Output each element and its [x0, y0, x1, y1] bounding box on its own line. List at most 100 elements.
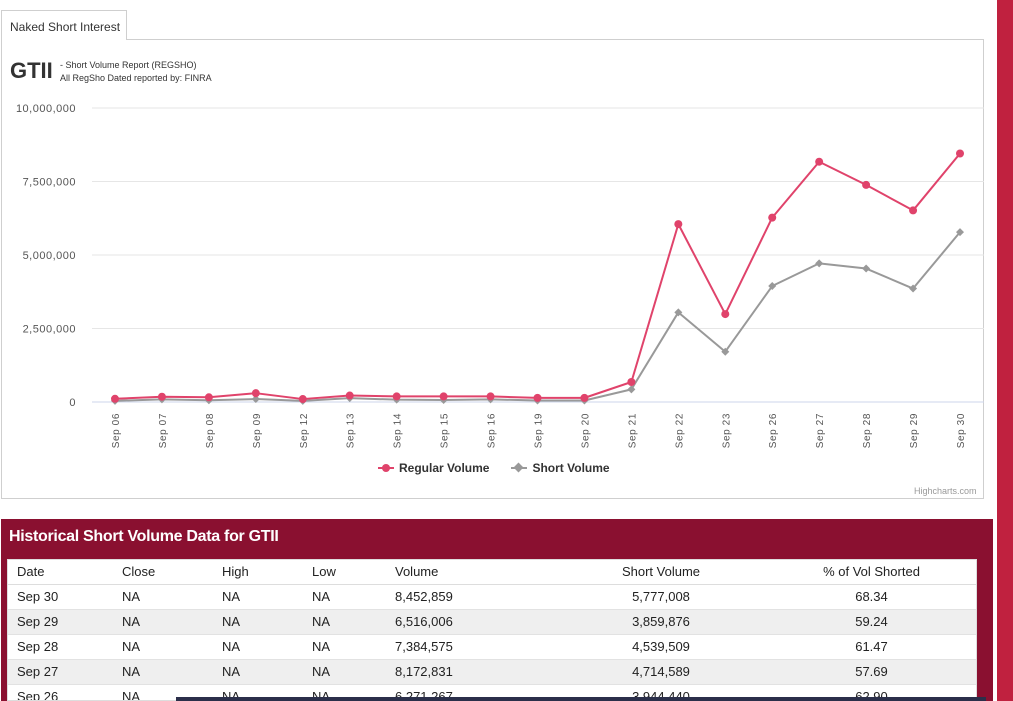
point-regular-volume [298, 395, 307, 404]
table-cell: 3,944,440 [555, 684, 767, 700]
historical-data-panel: Historical Short Volume Data for GTII Da… [1, 519, 993, 701]
table-cell: 7,384,575 [395, 634, 555, 660]
table-body: Sep 30 NA NA NA 8,452,859 5,777,008 68.34 Sep 2… [8, 584, 976, 700]
column-header[interactable]: Date [8, 560, 122, 585]
highcharts-credits-link[interactable]: Highcharts.com [914, 486, 977, 496]
table-cell: NA [222, 659, 312, 685]
table-cell: Sep 28 [8, 634, 122, 660]
y-tick-label: 2,500,000 [23, 324, 76, 336]
point-short-volume [627, 385, 636, 394]
table-cell: NA [312, 609, 395, 635]
y-tick-label: 10,000,000 [16, 103, 76, 115]
table-cell: 57.69 [767, 659, 976, 685]
chart-legend: Regular Volume Short Volume [378, 461, 610, 475]
series-line-short [114, 231, 961, 402]
column-header[interactable]: High [222, 560, 312, 585]
table-cell: NA [122, 609, 222, 635]
short-volume-table: Date Close High Low Volume Short Volume% of V… [8, 560, 976, 700]
x-tick-label: Sep 28 [862, 413, 873, 448]
point-short-volume [956, 228, 964, 237]
x-axis-labels: Sep 06 Sep 07 Sep 08 Sep 09 Sep 12 Sep 13 Sep … [111, 413, 967, 448]
legend-marker-regular [378, 464, 394, 472]
column-header[interactable]: Close [122, 560, 222, 585]
point-short-volume [909, 284, 918, 293]
ticker-symbol: GTII [10, 58, 53, 83]
table-title: Historical Short Volume Data for GTII [9, 528, 279, 545]
point-regular-volume [251, 389, 260, 398]
chart-series [111, 149, 964, 405]
column-header[interactable]: % of Vol Shorted [767, 560, 976, 585]
table-cell: 68.34 [767, 584, 976, 610]
table-cell: NA [222, 584, 312, 610]
table-cell: NA [122, 659, 222, 685]
bottom-scroll-strip [176, 697, 986, 701]
table-cell: 61.47 [767, 634, 976, 660]
x-tick-label: Sep 13 [346, 413, 357, 448]
x-tick-label: Sep 27 [815, 413, 826, 448]
right-accent-bar [997, 0, 1013, 701]
chart-grid [92, 107, 984, 403]
point-regular-volume [815, 157, 824, 166]
x-tick-label: Sep 19 [534, 413, 545, 448]
table-cell: NA [312, 684, 395, 700]
point-regular-volume [345, 391, 354, 400]
x-tick-label: Sep 15 [440, 413, 451, 448]
column-header[interactable]: Low [312, 560, 395, 585]
x-tick-label: Sep 21 [627, 413, 638, 448]
chart-subtitle-source: All RegSho Dated reported by: FINRA [60, 73, 212, 83]
y-tick-label: 0 [69, 397, 76, 409]
table-cell: 8,452,859 [395, 584, 555, 610]
x-tick-label: Sep 07 [158, 413, 169, 448]
tab-naked-short-interest[interactable]: Naked Short Interest [1, 10, 127, 40]
table-cell: 6,516,006 [395, 609, 555, 635]
chart-panel [1, 39, 984, 499]
point-short-volume [862, 264, 871, 273]
y-tick-label: 7,500,000 [23, 177, 76, 189]
point-regular-volume [111, 394, 119, 403]
table-cell: NA [122, 584, 222, 610]
table-cell: Sep 30 [8, 584, 122, 610]
point-regular-volume [533, 393, 542, 402]
table-container: Date Close High Low Volume Short Volume% of V… [7, 559, 977, 701]
point-regular-volume [439, 392, 448, 401]
volume-line-chart: 0 2,500,000 5,000,000 7,500,000 10,000,000 S… [16, 103, 984, 448]
y-tick-label: 5,000,000 [23, 250, 76, 262]
x-tick-label: Sep 22 [674, 413, 685, 448]
x-tick-label: Sep 12 [299, 413, 310, 448]
table-row: Sep 29 NA NA NA 6,516,006 3,859,876 59.24 [8, 609, 976, 635]
x-tick-label: Sep 09 [252, 413, 263, 448]
x-tick-label: Sep 26 [768, 413, 779, 448]
column-header[interactable]: Volume [395, 560, 555, 585]
point-regular-volume [157, 392, 166, 401]
table-cell: Sep 26 [8, 684, 122, 700]
table-cell: NA [312, 659, 395, 685]
x-tick-label: Sep 08 [205, 413, 216, 448]
column-header[interactable]: Short Volume [555, 560, 767, 585]
point-regular-volume [627, 378, 636, 387]
table-row: Sep 28 NA NA NA 7,384,575 4,539,509 61.47 [8, 634, 976, 660]
point-regular-volume [486, 392, 495, 401]
legend-item-short-volume[interactable]: Short Volume [511, 461, 610, 475]
table-cell: Sep 29 [8, 609, 122, 635]
x-tick-label: Sep 30 [956, 413, 967, 448]
table-cell: 59.24 [767, 609, 976, 635]
point-short-volume [815, 259, 824, 268]
point-regular-volume [392, 392, 401, 401]
table-header-row: Date Close High Low Volume Short Volume% of V… [8, 560, 976, 585]
legend-label-regular: Regular Volume [399, 461, 490, 475]
x-tick-label: Sep 23 [721, 413, 732, 448]
chart-subtitle-report: - Short Volume Report (REGSHO) [60, 60, 197, 70]
table-cell: 5,777,008 [555, 584, 767, 610]
table-cell: 3,859,876 [555, 609, 767, 635]
table-cell: 6,271,267 [395, 684, 555, 700]
x-tick-label: Sep 06 [111, 413, 122, 448]
point-regular-volume [909, 206, 918, 215]
point-short-volume [251, 395, 260, 404]
series-line-regular [114, 152, 961, 401]
table-cell: NA [122, 634, 222, 660]
legend-item-regular-volume[interactable]: Regular Volume [378, 461, 489, 475]
legend-label-short: Short Volume [532, 461, 610, 475]
x-tick-label: Sep 20 [580, 413, 591, 448]
table-cell: NA [222, 684, 312, 700]
point-regular-volume [721, 310, 730, 319]
